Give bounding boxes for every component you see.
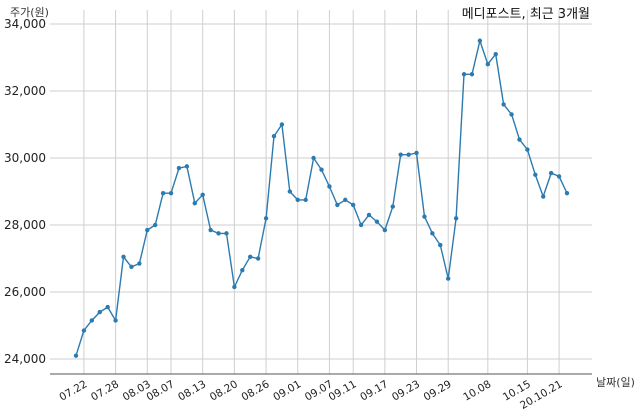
- data-point: [430, 231, 435, 236]
- data-point: [501, 102, 506, 107]
- y-axis-label: 주가(원): [10, 6, 49, 19]
- data-point: [160, 190, 166, 196]
- y-tick-label: 26,000: [4, 285, 46, 299]
- data-point: [303, 197, 308, 203]
- data-point: [319, 167, 324, 172]
- data-point: [335, 202, 340, 208]
- data-point: [192, 201, 197, 206]
- x-tick-label: 09.11: [327, 378, 359, 403]
- x-tick-label: 09.01: [271, 378, 303, 403]
- data-point: [263, 216, 269, 221]
- data-point: [137, 261, 142, 266]
- data-point: [81, 328, 87, 333]
- data-point: [533, 172, 538, 177]
- data-point: [121, 254, 126, 260]
- x-tick-label: 09.23: [390, 378, 422, 403]
- data-point: [184, 164, 190, 169]
- data-point: [461, 72, 467, 77]
- chart-title: 메디포스트, 최근 3개월: [462, 7, 590, 22]
- data-point: [224, 231, 229, 236]
- data-point: [398, 152, 403, 157]
- data-point: [556, 174, 562, 179]
- x-tick-label: 10.08: [461, 378, 493, 403]
- x-tick-label: 09.29: [422, 378, 454, 403]
- data-point: [232, 284, 237, 290]
- data-point: [145, 227, 150, 233]
- data-point: [422, 214, 427, 219]
- data-point: [509, 112, 514, 117]
- data-point: [327, 184, 332, 189]
- data-point: [89, 318, 95, 323]
- data-point: [287, 189, 293, 194]
- data-point: [438, 242, 443, 248]
- x-tick-label: 08.26: [240, 378, 272, 404]
- data-point: [358, 222, 364, 228]
- data-point: [200, 192, 205, 198]
- data-point: [248, 254, 253, 260]
- x-tick-label: 08.07: [144, 378, 176, 403]
- data-point: [208, 227, 213, 233]
- y-tick-label: 34,000: [4, 17, 46, 31]
- data-point: [176, 165, 182, 171]
- data-point: [414, 150, 419, 156]
- x-gridlines: [83, 10, 560, 374]
- data-point: [240, 268, 245, 273]
- data-points: [73, 38, 570, 358]
- data-point: [271, 134, 277, 139]
- y-tick-label: 30,000: [4, 151, 46, 165]
- data-point: [129, 264, 134, 270]
- y-tick-labels: 24,000 26,000 28,000 30,000 32,000 34,000: [4, 17, 46, 366]
- data-point: [350, 202, 356, 208]
- data-point: [564, 190, 570, 196]
- x-tick-label: 07.28: [89, 378, 121, 403]
- data-point: [485, 61, 491, 67]
- x-tick-label: 09.17: [358, 378, 390, 403]
- data-point: [105, 304, 110, 310]
- data-point: [406, 152, 411, 157]
- data-point: [97, 309, 102, 315]
- data-point: [311, 155, 316, 161]
- data-point: [295, 197, 300, 203]
- y-tick-label: 28,000: [4, 218, 46, 232]
- y-tick-label: 32,000: [4, 84, 46, 98]
- data-point: [374, 219, 380, 224]
- data-point: [366, 212, 372, 218]
- data-point: [453, 216, 459, 221]
- data-point: [548, 170, 554, 176]
- data-point: [73, 353, 79, 358]
- data-point: [390, 204, 395, 209]
- data-point: [517, 137, 522, 142]
- y-gridlines: [50, 23, 592, 360]
- data-point: [279, 122, 285, 127]
- data-point: [469, 72, 475, 77]
- x-axis-label: 날짜(일): [596, 375, 635, 389]
- data-point: [216, 231, 221, 236]
- data-point: [446, 276, 451, 281]
- data-point: [541, 194, 546, 199]
- data-point: [255, 256, 261, 261]
- data-point: [477, 38, 483, 43]
- series-line: [75, 38, 568, 356]
- x-tick-label: 08.20: [208, 378, 240, 403]
- data-point: [113, 318, 118, 323]
- data-point: [343, 197, 348, 203]
- data-point: [152, 222, 158, 228]
- data-point: [525, 147, 530, 152]
- x-tick-label: 08.13: [176, 378, 208, 403]
- data-point: [168, 190, 174, 196]
- y-tick-label: 24,000: [4, 352, 46, 366]
- data-point: [382, 227, 388, 233]
- x-tick-label: 07.22: [57, 378, 89, 403]
- data-point: [493, 51, 498, 57]
